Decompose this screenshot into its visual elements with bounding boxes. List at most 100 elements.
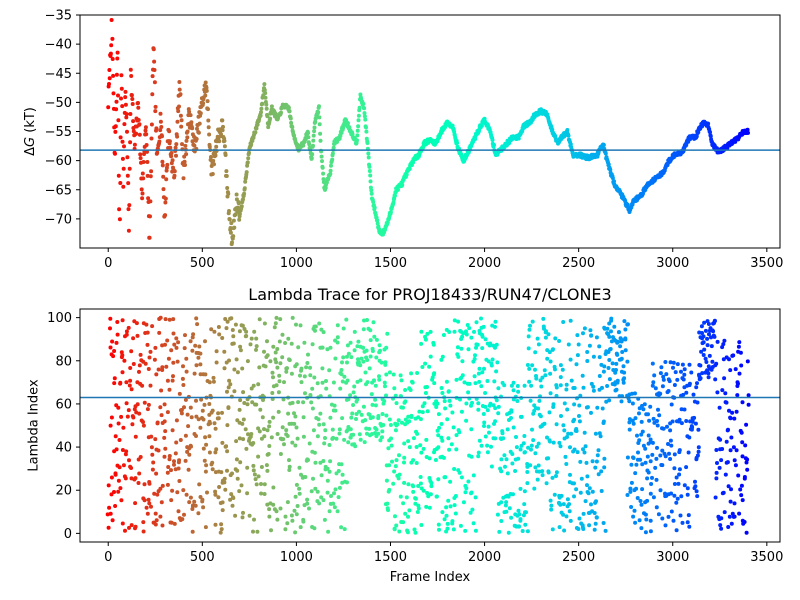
lambda-point (310, 342, 315, 347)
free-energy-point (317, 115, 322, 120)
lambda-point (321, 330, 326, 335)
lambda-point (504, 457, 509, 462)
free-energy-point (167, 129, 172, 134)
lambda-point (281, 397, 286, 402)
lambda-point (146, 402, 151, 407)
lambda-point (714, 361, 719, 366)
lambda-point (213, 489, 218, 494)
free-energy-point (696, 130, 701, 135)
lambda-point (738, 487, 743, 492)
lambda-point (532, 486, 537, 491)
lambda-point (364, 426, 369, 431)
lambda-point (463, 490, 468, 495)
free-energy-point (317, 122, 322, 127)
lambda-point (686, 450, 691, 455)
lambda-point (137, 369, 141, 374)
lambda-point (163, 342, 167, 347)
lambda-point (639, 526, 644, 531)
lambda-point (515, 399, 520, 403)
lambda-point (568, 445, 572, 450)
lambda-point (665, 424, 669, 429)
lambda-point (572, 481, 576, 486)
lambda-point (516, 456, 521, 461)
lambda-point (511, 380, 516, 385)
lambda-point (427, 456, 432, 461)
lambda-point (563, 454, 568, 459)
lambda-point (511, 388, 516, 393)
lambda-point (619, 399, 624, 404)
lambda-point (602, 456, 607, 461)
free-energy-point (263, 91, 268, 96)
free-energy-point (125, 129, 129, 134)
lambda-point (464, 332, 469, 337)
lambda-point (282, 380, 286, 385)
free-energy-point (131, 119, 136, 124)
free-energy-point (364, 129, 369, 134)
lambda-point (620, 350, 625, 354)
lambda-point (353, 444, 358, 449)
free-energy-point (126, 181, 131, 186)
lambda-point (233, 513, 238, 518)
lambda-point (318, 411, 323, 416)
lambda-point (464, 418, 469, 423)
lambda-point (235, 468, 240, 473)
lambda-point (340, 379, 345, 384)
lambda-point (285, 366, 289, 371)
lambda-point (721, 357, 726, 362)
lambda-point (698, 376, 703, 381)
free-energy-point (249, 142, 254, 147)
lambda-point (682, 483, 687, 488)
lambda-point (123, 476, 128, 481)
lambda-point (381, 423, 386, 427)
lambda-point (623, 336, 628, 341)
lambda-point (239, 483, 244, 488)
lambda-point (564, 382, 569, 387)
lambda-point (538, 378, 543, 383)
lambda-point (727, 408, 731, 413)
lambda-point (262, 482, 267, 487)
lambda-point (557, 440, 562, 445)
lambda-point (192, 499, 197, 504)
lambda-point (146, 367, 151, 371)
lambda-point (251, 441, 256, 445)
lambda-point (158, 405, 163, 410)
lambda-point (327, 443, 332, 447)
lambda-point (237, 489, 242, 494)
lambda-point (628, 489, 633, 494)
lambda-point (536, 342, 541, 347)
lambda-point (397, 453, 401, 458)
lambda-point (499, 469, 504, 474)
lambda-point (440, 354, 445, 359)
lambda-point (688, 427, 693, 432)
lambda-point (633, 416, 638, 421)
lambda-point (305, 501, 310, 506)
lambda-point (605, 331, 610, 336)
lambda-point (735, 393, 740, 398)
lambda-point (154, 471, 159, 476)
lambda-point (259, 436, 264, 441)
lambda-point (162, 402, 167, 407)
lambda-point (707, 332, 711, 337)
lambda-point (648, 437, 653, 442)
lambda-point (359, 356, 364, 361)
lambda-point (184, 356, 189, 361)
free-energy-point (159, 125, 164, 129)
lambda-point (729, 435, 734, 440)
lambda-point (120, 318, 125, 323)
lambda-point (641, 443, 646, 448)
lambda-point (185, 412, 190, 417)
lambda-point (340, 472, 345, 477)
lambda-point (471, 521, 476, 526)
lambda-point (160, 483, 165, 488)
lambda-point (355, 379, 360, 384)
lambda-point (543, 330, 548, 335)
lambda-point (158, 486, 163, 491)
lambda-point (145, 407, 150, 412)
lambda-point (322, 441, 327, 446)
lambda-point (332, 491, 336, 496)
lambda-point (402, 480, 407, 485)
lambda-point (108, 511, 113, 516)
lambda-point (409, 371, 414, 376)
lambda-point (700, 331, 704, 335)
lambda-point (318, 460, 323, 465)
